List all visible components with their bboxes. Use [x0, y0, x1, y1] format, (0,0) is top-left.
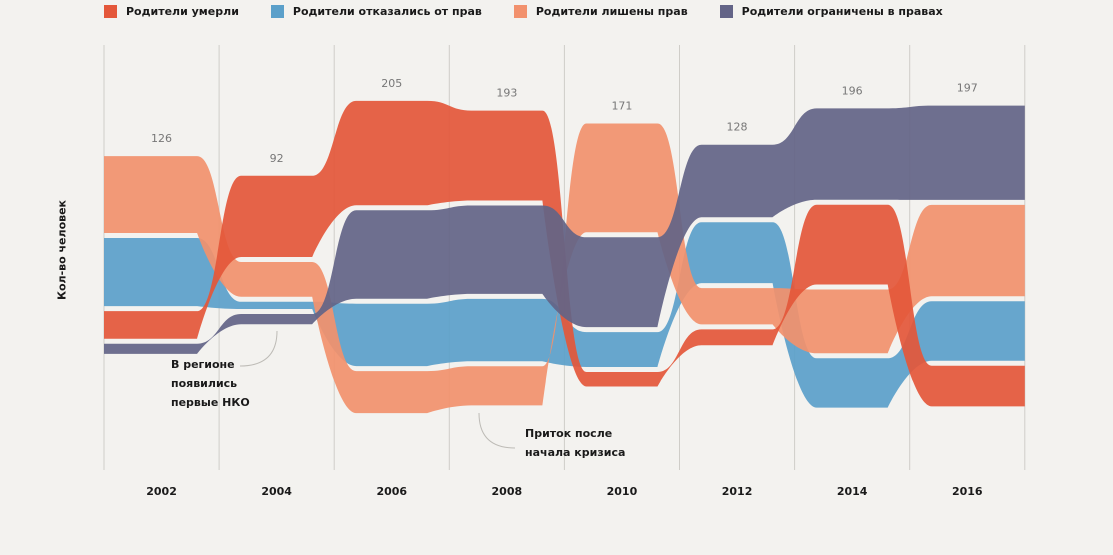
legend-item-refused[interactable]: Родители отказались от прав: [270, 4, 482, 18]
annotation-crisis-connector: [478, 412, 516, 449]
x-tick-label: 2008: [492, 485, 523, 498]
legend-swatch-deprived: [513, 4, 527, 18]
total-label: 126: [151, 132, 172, 145]
x-tick-label: 2010: [607, 485, 638, 498]
x-tick-labels: 2002 2004 2006 2008 2010 2012 2014 2016: [146, 485, 983, 498]
x-tick-label: 2002: [146, 485, 177, 498]
legend: Родители умерли Родители отказались от п…: [104, 0, 975, 22]
annotation-crisis: Приток после начала кризиса: [525, 424, 625, 462]
x-tick-label: 2014: [837, 485, 868, 498]
annotation-ngo-line: появились: [171, 377, 238, 390]
legend-label-deprived: Родители лишены прав: [535, 4, 688, 18]
annotation-lines: [239, 330, 516, 449]
legend-swatch-refused: [270, 4, 284, 18]
band-restricted[interactable]: [104, 105, 1025, 354]
total-label: 128: [727, 121, 748, 134]
x-tick-label: 2016: [952, 485, 983, 498]
legend-swatch-died: [104, 4, 117, 18]
total-label: 205: [381, 77, 402, 90]
legend-swatch-restricted: [719, 4, 733, 18]
annotation-ngo-line: В регионе: [171, 358, 235, 371]
x-tick-label: 2006: [376, 485, 407, 498]
annotation-ngo-connector: [239, 330, 278, 367]
bands: [104, 100, 1025, 414]
total-label: 196: [842, 84, 863, 97]
total-label: 171: [611, 100, 632, 113]
total-label: 197: [957, 82, 978, 95]
legend-label-died: Родители умерли: [126, 4, 239, 18]
legend-item-died[interactable]: Родители умерли: [104, 4, 239, 18]
annotation-ngo-line: первые НКО: [171, 396, 250, 409]
x-tick-label: 2004: [261, 485, 292, 498]
legend-item-restricted[interactable]: Родители ограничены в правах: [719, 4, 943, 18]
x-tick-label: 2012: [722, 485, 753, 498]
total-label: 92: [270, 152, 284, 165]
legend-item-deprived[interactable]: Родители лишены прав: [513, 4, 688, 18]
total-labels: 126 92 205 193 171 128 196 197: [151, 77, 978, 165]
band-refused[interactable]: [104, 222, 1025, 408]
legend-label-refused: Родители отказались от прав: [292, 4, 482, 18]
annotation-ngo: В регионе появились первые НКО: [171, 355, 250, 412]
annotation-crisis-line: Приток после: [525, 427, 613, 440]
annotation-crisis-line: начала кризиса: [525, 446, 626, 459]
total-label: 193: [496, 87, 517, 100]
legend-label-restricted: Родители ограничены в правах: [741, 4, 943, 18]
